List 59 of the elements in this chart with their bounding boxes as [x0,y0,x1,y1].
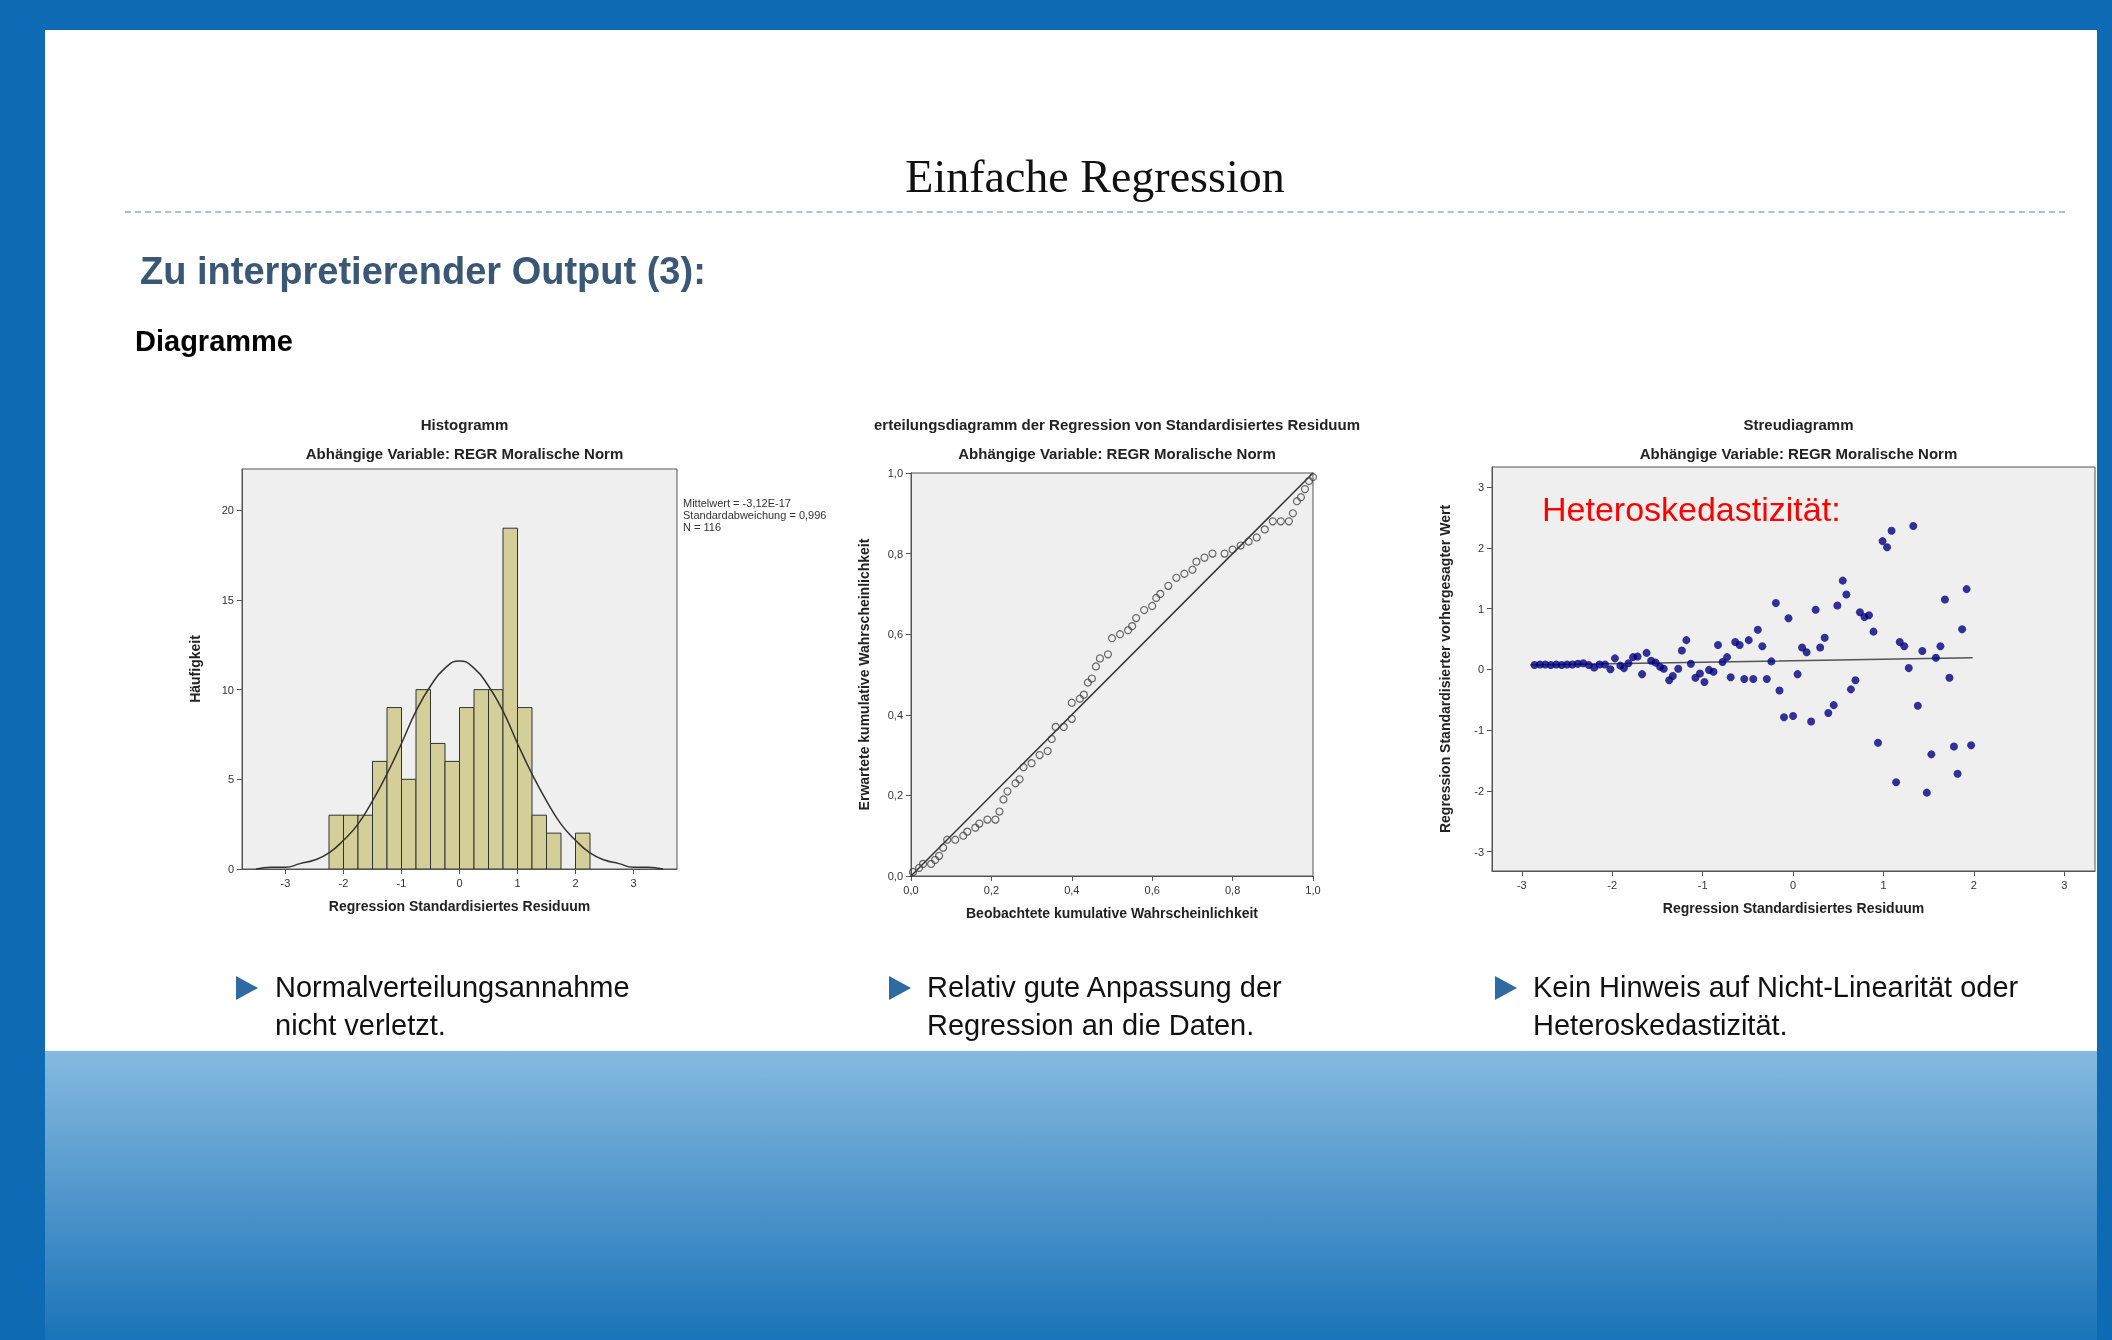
x-tick-label: 0 [456,876,463,889]
y-tick-label: 15 [221,593,234,606]
y-axis-title: Erwartete kumulative Wahrscheinlichkeit [856,538,872,811]
y-tick-label: 1 [1477,602,1484,615]
x-tick-label: 2 [1970,878,1977,891]
text: Mittelwert = -3,12E-17 [683,496,791,509]
x-axis-title: Regression Standardisiertes Residuum [328,898,591,914]
x-tick-label: 0,2 [983,883,1000,896]
x-tick-label: 3 [630,876,637,889]
x-tick-label: -1 [396,876,407,889]
y-axis-title: Häufigkeit [187,634,203,703]
x-tick-label: -1 [1697,878,1708,891]
x-axis-title: Beobachtete kumulative Wahrscheinlichkeit [965,905,1259,921]
x-tick-label: 1 [514,876,521,889]
x-tick-label: 1,0 [1305,883,1321,896]
y-tick-label: -1 [1474,724,1484,737]
y-tick-label: 0,8 [887,547,903,560]
text: Einfache Regression [904,150,1286,203]
chart-title: Streudiagramm [1743,416,1854,433]
y-tick-label: 0,6 [887,628,903,641]
text: Standardabweichung = 0,996 [683,508,827,521]
x-tick-label: 3 [2061,878,2068,891]
annotation: Heteroskedastizität: [1542,490,1841,528]
x-tick-label: 0,8 [1224,883,1241,896]
y-tick-label: 20 [221,504,234,517]
x-tick-label: -2 [1607,878,1618,891]
text: Zu interpretierender Output (3): [140,250,706,293]
y-axis-title: Regression Standardisierter vorhergesagter Wert [1437,504,1453,834]
x-tick-label: 2 [572,876,579,889]
y-tick-label: 0 [1477,663,1484,676]
text: Kein Hinweis auf Nicht-Linearität oder Heteroskedastizität. [1533,970,2020,1043]
x-tick-label: 0,0 [903,883,919,896]
x-tick-label: 0 [1789,878,1797,891]
x-axis-title: Regression Standardisiertes Residuum [1662,900,1925,916]
x-tick-label: 0,6 [1144,883,1160,896]
x-tick-label: 0,4 [1064,883,1080,896]
text: Relativ gute Anpassung der Regression an die Daten. [927,970,1283,1043]
y-tick-label: 0,4 [887,708,903,721]
chart-subtitle: Abhängige Variable: REGR Moralische Norm [305,445,624,462]
x-tick-label: 1 [1880,878,1887,891]
text: N = 116 [683,520,722,533]
text: Diagramme [135,325,293,358]
y-tick-label: 1,0 [887,467,903,479]
y-tick-label: -2 [1474,784,1484,797]
text: Normalverteilungsannahme nicht verletzt. [275,970,631,1043]
y-tick-label: 10 [221,683,234,696]
y-tick-label: 0 [227,863,234,875]
x-tick-label: -3 [280,876,291,889]
chart-title: erteilungsdiagramm der Regression von Standardisiertes Residuum [874,416,1360,433]
x-tick-label: -2 [338,876,349,889]
chart-subtitle: Abhängige Variable: REGR Moralische Norm [958,445,1276,462]
y-tick-label: -3 [1474,845,1484,858]
chart-subtitle: Abhängige Variable: REGR Moralische Norm [1639,445,1958,462]
chart-title: Histogramm [420,416,509,433]
y-tick-label: 5 [227,773,234,786]
x-tick-label: -3 [1516,878,1527,891]
y-tick-label: 2 [1477,541,1484,554]
y-tick-label: 0,2 [887,789,903,802]
y-tick-label: 3 [1477,481,1484,494]
